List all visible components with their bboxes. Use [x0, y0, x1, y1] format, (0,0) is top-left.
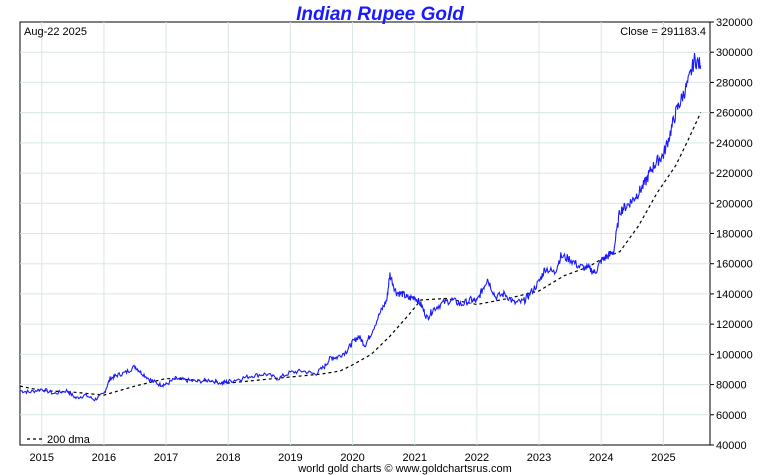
y-tick-label: 160000 [716, 259, 753, 271]
y-tick-label: 240000 [716, 138, 753, 150]
y-tick-label: 200000 [716, 198, 753, 210]
y-tick-label: 140000 [716, 289, 753, 301]
date-label: Aug-22 2025 [24, 26, 87, 38]
x-tick-label: 2025 [651, 452, 675, 464]
close-label: Close = 291183.4 [620, 26, 706, 38]
chart-title: Indian Rupee Gold [296, 4, 464, 25]
y-tick-label: 100000 [716, 349, 753, 361]
x-tick-label: 2019 [278, 452, 302, 464]
series-line-price [19, 53, 702, 402]
y-tick-label: 60000 [716, 410, 747, 422]
x-tick-label: 2018 [216, 452, 240, 464]
footer-credit: world gold charts © www.goldchartsrus.co… [297, 463, 512, 475]
y-tick-label: 320000 [716, 17, 753, 29]
x-tick-label: 2017 [154, 452, 178, 464]
x-tick-label: 2021 [402, 452, 426, 464]
y-tick-label: 260000 [716, 108, 753, 120]
grid [20, 22, 710, 445]
x-tick-label: 2023 [527, 452, 551, 464]
x-tick-label: 2020 [340, 452, 364, 464]
x-tick-label: 2015 [30, 452, 54, 464]
y-tick-label: 300000 [716, 47, 753, 59]
y-tick-label: 120000 [716, 319, 753, 331]
x-tick-label: 2016 [92, 452, 116, 464]
y-axis-ticks: 40000 60000 80000 100000 120000 140000 160000 1… [710, 17, 753, 452]
y-tick-label: 180000 [716, 229, 753, 241]
series-line-200-dma [19, 112, 702, 396]
legend-label-200-dma: 200 dma [47, 434, 91, 446]
y-tick-label: 280000 [716, 77, 753, 89]
x-axis-ticks: 2015 2016 2017 2018 2019 2020 2021 2022 2023 2024… [30, 452, 676, 464]
y-tick-label: 80000 [716, 380, 747, 392]
x-tick-label: 2024 [589, 452, 613, 464]
y-tick-label: 40000 [716, 440, 747, 452]
legend: 200 dma [27, 434, 91, 446]
y-tick-label: 220000 [716, 168, 753, 180]
x-tick-label: 2022 [465, 452, 489, 464]
